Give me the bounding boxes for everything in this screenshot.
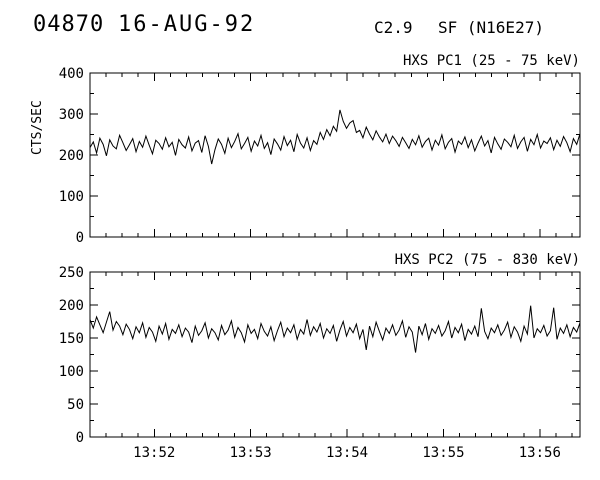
flare-type-location: SF (N16E27) [438,18,544,37]
y-tick-label: 250 [59,265,84,281]
y-tick-label: 200 [59,148,84,164]
panel2-title: HXS PC2 (75 - 830 keV) [394,252,580,268]
y-tick-label: 50 [67,397,84,413]
y-tick-label: 200 [59,298,84,314]
count-rate-trace [89,109,581,165]
x-tick-label: 13:56 [519,445,561,461]
flare-event-number: 04870 [33,12,105,37]
y-tick-label: 300 [59,107,84,123]
y-tick-label: 0 [76,430,84,446]
x-tick-label: 13:55 [422,445,464,461]
observation-date: 16-AUG-92 [118,12,256,37]
y-tick-label: 100 [59,189,84,205]
y-tick-label: 150 [59,331,84,347]
count-rate-trace [89,305,581,353]
panel1-title: HXS PC1 (25 - 75 keV) [402,53,580,69]
x-tick-label: 13:54 [326,445,368,461]
x-tick-label: 13:53 [230,445,272,461]
goes-class: C2.9 [374,18,413,37]
x-tick-label: 13:52 [133,445,175,461]
y-tick-label: 400 [59,66,84,82]
y-tick-label: 100 [59,364,84,380]
y-tick-label: 0 [76,230,84,246]
